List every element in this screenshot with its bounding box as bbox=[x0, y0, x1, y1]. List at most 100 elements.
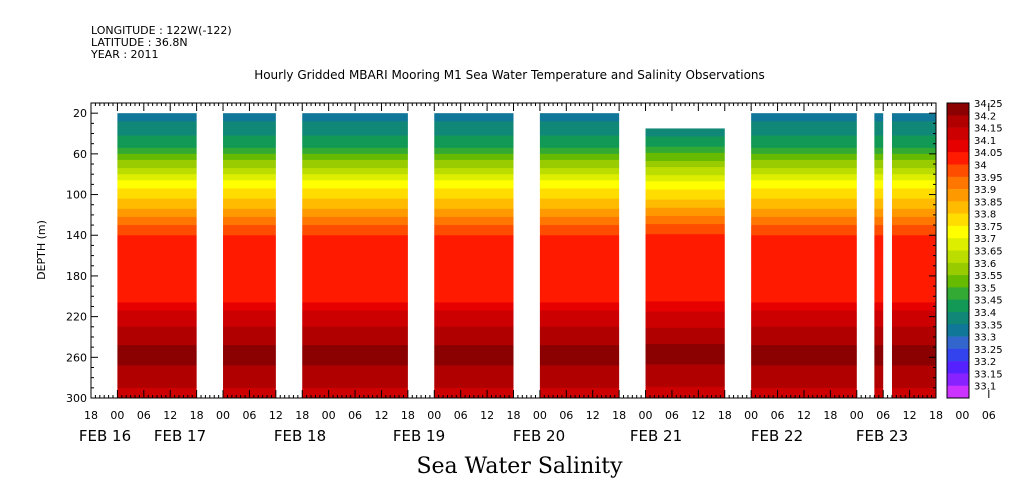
salinity-cell bbox=[751, 290, 857, 293]
salinity-cell bbox=[874, 361, 884, 364]
colorbar-cell bbox=[947, 324, 969, 337]
salinity-cell bbox=[645, 201, 725, 205]
y-tick-label: 260 bbox=[66, 351, 87, 364]
salinity-cell bbox=[117, 125, 197, 128]
salinity-cell bbox=[891, 263, 936, 267]
salinity-cell bbox=[891, 345, 936, 348]
salinity-cell bbox=[302, 172, 408, 175]
x-day-label: FEB 18 bbox=[274, 427, 326, 445]
salinity-cell bbox=[874, 192, 884, 195]
salinity-cell bbox=[874, 351, 884, 354]
salinity-cell bbox=[891, 229, 936, 232]
data-segment bbox=[302, 113, 408, 399]
x-tick-label: 00 bbox=[850, 409, 864, 422]
salinity-cell bbox=[874, 212, 884, 216]
salinity-cell bbox=[539, 273, 620, 277]
salinity-cell bbox=[539, 282, 620, 285]
salinity-cell bbox=[751, 308, 857, 311]
salinity-cell bbox=[434, 282, 514, 285]
salinity-cell bbox=[539, 151, 620, 155]
salinity-cell bbox=[645, 158, 725, 162]
salinity-cell bbox=[302, 253, 408, 256]
salinity-cell bbox=[751, 322, 857, 326]
salinity-cell bbox=[117, 123, 197, 126]
salinity-cell bbox=[891, 216, 936, 220]
salinity-cell bbox=[645, 228, 725, 231]
salinity-cell bbox=[891, 387, 936, 391]
salinity-cell bbox=[751, 176, 857, 179]
salinity-cell bbox=[434, 241, 514, 244]
colorbar-label: 33.65 bbox=[974, 247, 1003, 258]
salinity-cell bbox=[874, 190, 884, 193]
salinity-cell bbox=[751, 312, 857, 315]
salinity-cell bbox=[874, 162, 884, 165]
salinity-cell bbox=[434, 245, 514, 248]
salinity-cell bbox=[874, 237, 884, 240]
salinity-cell bbox=[874, 257, 884, 261]
salinity-cell bbox=[645, 187, 725, 190]
salinity-cell bbox=[874, 149, 884, 153]
salinity-cell bbox=[645, 219, 725, 223]
salinity-cell bbox=[302, 292, 408, 295]
salinity-cell bbox=[891, 391, 936, 395]
salinity-cell bbox=[302, 180, 408, 183]
salinity-cell bbox=[434, 249, 514, 252]
colorbar-label: 33.25 bbox=[974, 345, 1003, 356]
salinity-cell bbox=[645, 215, 725, 219]
salinity-cell bbox=[117, 306, 197, 309]
x-tick-label: 00 bbox=[427, 409, 441, 422]
salinity-cell bbox=[302, 206, 408, 210]
salinity-cell bbox=[117, 229, 197, 232]
salinity-cell bbox=[117, 322, 197, 326]
salinity-cell bbox=[434, 318, 514, 322]
salinity-cell bbox=[302, 137, 408, 141]
salinity-cell bbox=[117, 383, 197, 387]
salinity-cell bbox=[117, 257, 197, 261]
salinity-cell bbox=[539, 139, 620, 143]
salinity-cell bbox=[117, 192, 197, 195]
salinity-cell bbox=[117, 186, 197, 189]
salinity-cell bbox=[302, 204, 408, 208]
salinity-cell bbox=[891, 284, 936, 287]
colorbar-label: 34 bbox=[974, 160, 987, 171]
salinity-cell bbox=[302, 363, 408, 366]
salinity-cell bbox=[434, 361, 514, 364]
salinity-cell bbox=[223, 137, 276, 141]
salinity-cell bbox=[751, 324, 857, 328]
salinity-cell bbox=[539, 265, 620, 269]
salinity-cell bbox=[891, 308, 936, 311]
salinity-cell bbox=[302, 284, 408, 287]
salinity-cell bbox=[539, 306, 620, 309]
salinity-cell bbox=[223, 247, 276, 250]
colorbar-cell bbox=[947, 238, 969, 251]
salinity-cell bbox=[891, 389, 936, 393]
salinity-cell bbox=[891, 339, 936, 342]
salinity-cell bbox=[751, 318, 857, 322]
salinity-cell bbox=[434, 347, 514, 350]
x-tick-label: 06 bbox=[242, 409, 256, 422]
x-tick-label: 00 bbox=[955, 409, 969, 422]
colorbar-cell bbox=[947, 189, 969, 202]
salinity-cell bbox=[874, 355, 884, 358]
salinity-cell bbox=[434, 198, 514, 202]
salinity-cell bbox=[223, 227, 276, 230]
salinity-cell bbox=[117, 202, 197, 206]
salinity-cell bbox=[874, 347, 884, 350]
salinity-cell bbox=[874, 343, 884, 346]
salinity-cell bbox=[539, 318, 620, 322]
salinity-cell bbox=[223, 172, 276, 175]
colorbar-cell bbox=[947, 225, 969, 239]
salinity-cell bbox=[434, 320, 514, 324]
salinity-cell bbox=[539, 123, 620, 126]
salinity-cell bbox=[117, 188, 197, 191]
salinity-cell bbox=[891, 235, 936, 238]
salinity-cell bbox=[891, 324, 936, 328]
salinity-cell bbox=[645, 340, 725, 343]
salinity-cell bbox=[117, 290, 197, 293]
salinity-cell bbox=[302, 162, 408, 165]
salinity-cell bbox=[117, 339, 197, 342]
salinity-cell bbox=[891, 157, 936, 161]
salinity-cell bbox=[891, 359, 936, 362]
salinity-cell bbox=[302, 259, 408, 263]
salinity-cell bbox=[302, 332, 408, 336]
